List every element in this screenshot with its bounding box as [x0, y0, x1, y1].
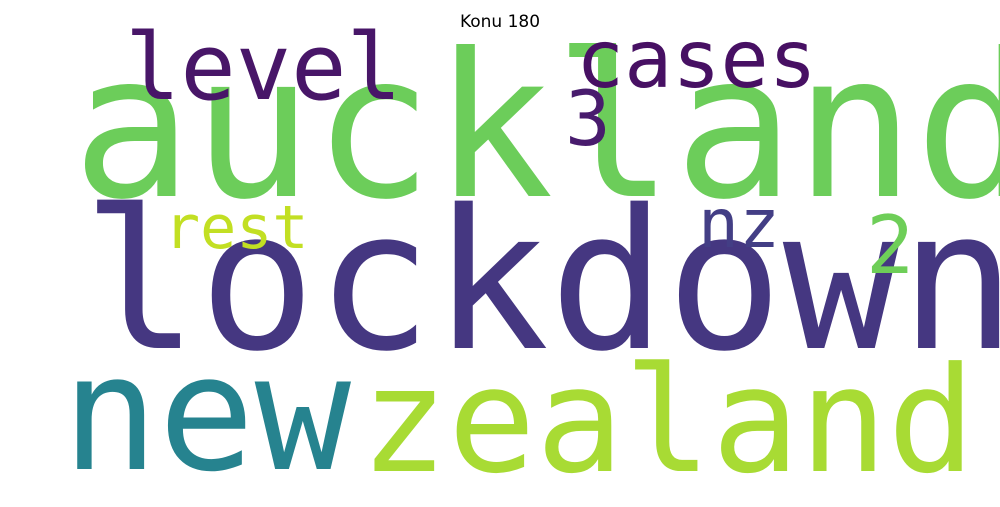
word-2: 2	[866, 199, 915, 292]
word-3: 3	[565, 74, 611, 163]
figure-title: Konu 180	[459, 12, 541, 32]
word-lockdown: lockdown	[82, 168, 1000, 394]
word-level: level	[125, 14, 402, 121]
word-zealand: zealand	[360, 336, 976, 506]
word-new: new	[62, 320, 351, 507]
word-rest: rest	[164, 193, 309, 263]
word-cases: cases	[576, 13, 817, 106]
word-auckland: auckland	[72, 11, 1000, 244]
word-nz: nz	[698, 185, 780, 264]
